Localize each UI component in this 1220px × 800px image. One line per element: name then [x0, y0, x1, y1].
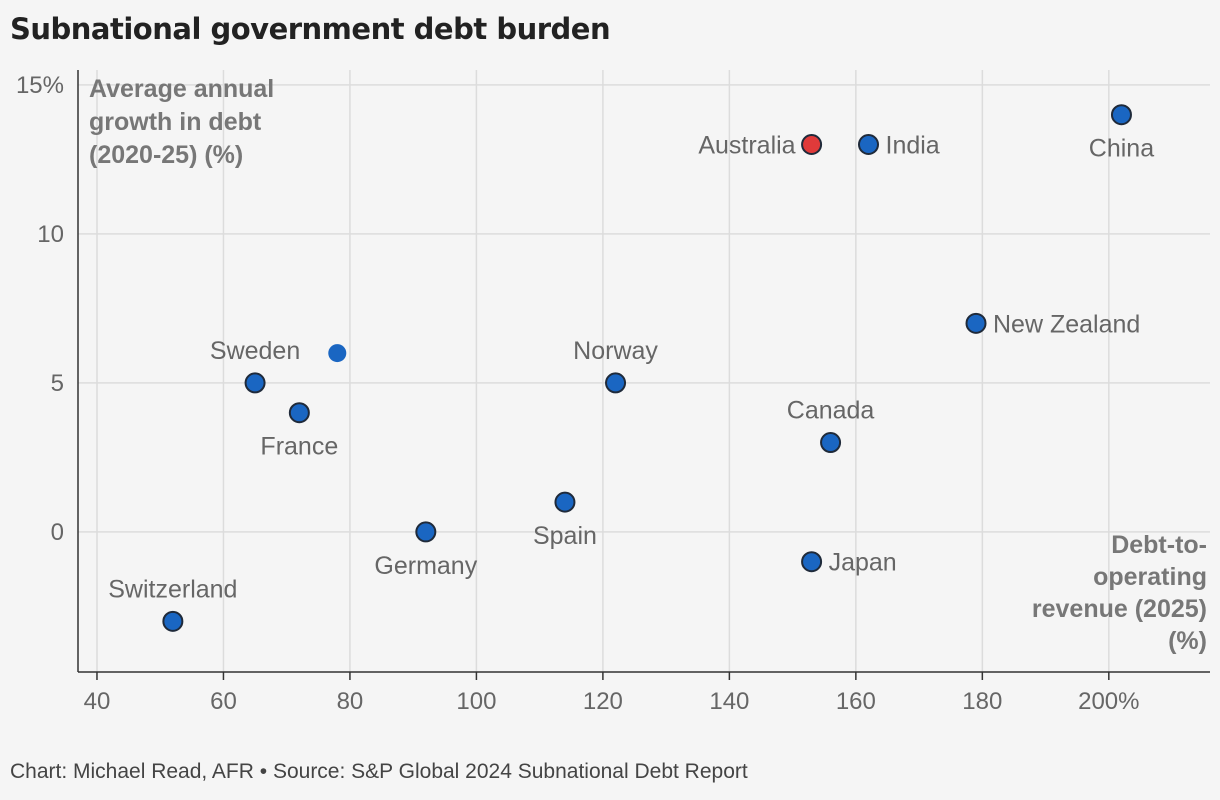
- y-axis-title-line: Average annual: [89, 75, 274, 103]
- data-point: [328, 344, 347, 363]
- y-tick-label: 0: [51, 519, 64, 546]
- axes: 40 60 80 100 120 140 160 180 200% 15% 10 5 0: [16, 70, 1210, 715]
- data-point-group: Norway: [573, 337, 658, 394]
- x-tick-label: 120: [583, 688, 623, 715]
- x-tick-label: 40: [84, 688, 111, 715]
- data-point-label: New Zealand: [993, 310, 1140, 338]
- x-axis-title-line: (%): [1168, 627, 1207, 655]
- x-tick-label: 180: [962, 688, 1002, 715]
- data-point-label: Germany: [374, 552, 477, 580]
- data-point-group: Australia: [698, 132, 823, 160]
- y-axis-title-line: growth in debt: [89, 108, 262, 136]
- x-axis-title-line: revenue (2025): [1032, 595, 1207, 623]
- data-point: [415, 521, 437, 543]
- data-point: [605, 372, 627, 394]
- data-point: [965, 312, 987, 334]
- data-point-label: Sweden: [210, 337, 300, 365]
- y-tick-label: 10: [37, 221, 64, 248]
- data-point: [858, 134, 880, 156]
- data-point-group: France: [260, 402, 338, 461]
- data-point: [820, 432, 842, 454]
- y-axis-title: Average annual growth in debt (2020-25) (%…: [89, 75, 274, 169]
- y-axis-title-line: (2020-25) (%): [89, 141, 243, 169]
- data-point-label: India: [886, 132, 940, 160]
- data-point: [554, 491, 576, 513]
- data-point-label: Norway: [573, 337, 658, 365]
- x-tick-label: 80: [337, 688, 364, 715]
- data-point-group: Sweden: [210, 337, 300, 394]
- data-point-group: Japan: [801, 549, 897, 577]
- data-point-group: China: [1089, 104, 1154, 163]
- data-point-label: China: [1089, 135, 1154, 163]
- data-point-label: Australia: [698, 132, 795, 160]
- data-point: [162, 610, 184, 632]
- x-axis-title-line: Debt-to-: [1111, 531, 1207, 559]
- source-footer: Chart: Michael Read, AFR • Source: S&P G…: [10, 760, 748, 783]
- data-point: [1110, 104, 1132, 126]
- x-tick-label: 60: [210, 688, 237, 715]
- data-point-group: Spain: [533, 491, 597, 550]
- data-point-label: Canada: [787, 397, 875, 425]
- data-point-group: India: [858, 132, 940, 160]
- data-point-label: Switzerland: [108, 575, 237, 603]
- x-tick-label: 140: [709, 688, 749, 715]
- data-point: [801, 134, 823, 156]
- x-tick-label: 100: [456, 688, 496, 715]
- data-point-label: France: [260, 433, 338, 461]
- data-point-label: Spain: [533, 522, 597, 550]
- x-axis-title-line: operating: [1093, 563, 1207, 591]
- x-axis-title: Debt-to-operating revenue (2025) (%): [1032, 531, 1207, 655]
- data-point-group: [328, 344, 347, 363]
- data-points: China Australia India New Zealand Sweden Fran…: [108, 104, 1154, 632]
- x-tick-label: 200%: [1078, 688, 1139, 715]
- data-point-label: Japan: [829, 549, 897, 577]
- data-point-group: Switzerland: [108, 575, 237, 632]
- data-point: [244, 372, 266, 394]
- data-point-group: Germany: [374, 521, 478, 580]
- data-point-group: New Zealand: [965, 310, 1140, 338]
- x-tick-label: 160: [836, 688, 876, 715]
- y-tick-label: 15%: [16, 72, 64, 99]
- data-point: [801, 551, 823, 573]
- data-point-group: Canada: [787, 397, 875, 454]
- gridlines: [78, 70, 1210, 672]
- y-tick-label: 5: [51, 370, 64, 397]
- data-point: [288, 402, 310, 424]
- chart-title: Subnational government debt burden: [10, 12, 611, 46]
